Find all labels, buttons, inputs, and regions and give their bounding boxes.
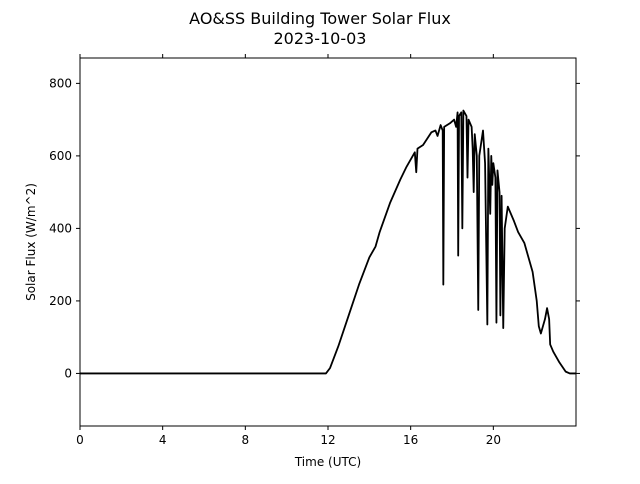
x-tick-label: 4	[159, 433, 167, 447]
chart-title: AO&SS Building Tower Solar Flux	[189, 9, 451, 28]
y-tick-label: 600	[49, 149, 72, 163]
y-tick-label: 200	[49, 294, 72, 308]
x-tick-label: 12	[320, 433, 335, 447]
x-tick-label: 16	[403, 433, 418, 447]
y-tick-label: 400	[49, 221, 72, 235]
y-tick-label: 0	[64, 366, 72, 380]
x-tick-label: 20	[486, 433, 501, 447]
x-axis-label: Time (UTC)	[294, 455, 361, 469]
x-tick-label: 0	[76, 433, 84, 447]
chart-subtitle: 2023-10-03	[274, 29, 367, 48]
x-tick-label: 8	[242, 433, 250, 447]
line	[80, 109, 576, 375]
plot-frame	[79, 57, 577, 427]
y-axis-label: Solar Flux (W/m^2)	[24, 183, 38, 301]
y-tick-label: 800	[49, 76, 72, 90]
